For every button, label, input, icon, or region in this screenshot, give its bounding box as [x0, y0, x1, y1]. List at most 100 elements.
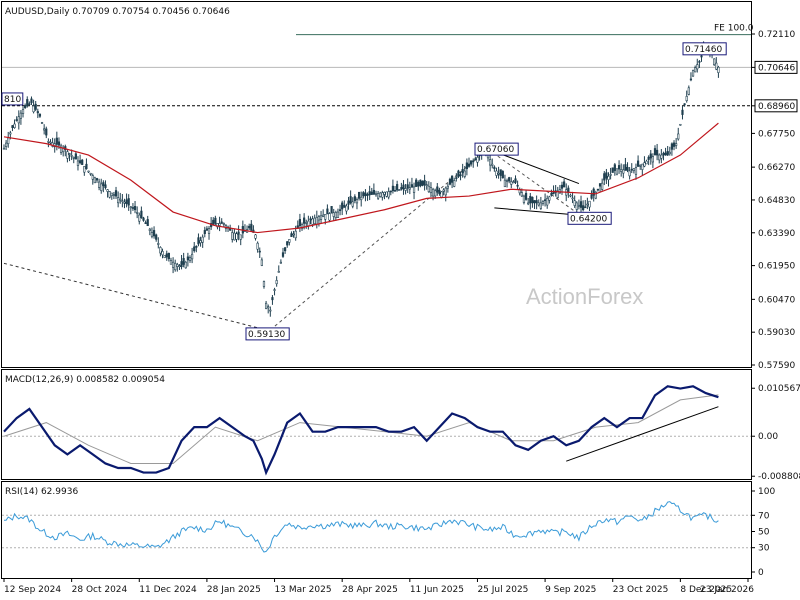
candle-body: [421, 181, 424, 186]
candle-body: [571, 197, 574, 200]
price-annotation-label: 0.71460: [685, 45, 722, 55]
rsi-y-tick-label: 70: [758, 511, 770, 521]
candle-body: [235, 233, 238, 240]
candle-body: [127, 198, 130, 206]
candle-body: [271, 297, 274, 301]
candle-body: [495, 170, 498, 176]
candle-body: [408, 187, 411, 190]
candle-body: [620, 169, 623, 172]
current-price-label: 0.70646: [758, 63, 795, 73]
candle-body: [700, 55, 703, 58]
candle-body: [59, 145, 63, 153]
candle-body: [214, 217, 217, 224]
candle-body: [696, 64, 699, 70]
candle-body: [191, 253, 194, 260]
candle-body: [645, 160, 648, 165]
candle-body: [248, 225, 251, 229]
candle-body: [66, 151, 69, 159]
fe-label: FE 100.0: [714, 24, 754, 34]
candle-body: [537, 202, 540, 206]
candle-body: [683, 103, 686, 106]
candle-body: [383, 191, 386, 195]
candle-body: [546, 198, 549, 206]
candle-body: [381, 192, 384, 198]
macd-y-tick-label: 0.010567: [758, 384, 800, 394]
candle-body: [548, 196, 551, 201]
price-annotation-box: [245, 327, 290, 341]
candle-body: [5, 142, 8, 147]
candle-body: [140, 210, 143, 219]
candle-body: [434, 190, 437, 197]
rsi-layer: [2, 501, 751, 553]
macd-signal-line: [3, 394, 719, 464]
candle-body: [398, 189, 401, 191]
candle-body: [260, 259, 263, 266]
macd-y-tick-label: 0.00: [758, 432, 778, 442]
x-tick-label: 11 Dec 2024: [139, 585, 197, 595]
x-tick-label: 23 Jan 2026: [700, 585, 754, 595]
candle-body: [136, 212, 139, 214]
candle-body: [150, 232, 154, 237]
candle-body: [582, 205, 585, 211]
candle-body: [668, 151, 671, 155]
candle-body: [218, 223, 221, 226]
price-y-tick-label: 0.57590: [758, 361, 795, 371]
candle-body: [628, 170, 631, 177]
candle-body: [237, 231, 240, 235]
candle-body: [123, 201, 126, 204]
price-panel: [1, 1, 752, 368]
candle-body: [586, 203, 589, 206]
candle-body: [13, 123, 16, 128]
candle-body: [89, 172, 92, 175]
candle-body: [267, 306, 270, 309]
candle-body: [277, 271, 280, 273]
candle-body: [72, 157, 75, 159]
candle-body: [579, 201, 583, 208]
price-y-tick-label: 0.60470: [758, 295, 795, 305]
candle-body: [556, 190, 559, 198]
candle-body: [165, 253, 168, 258]
candle-body: [239, 234, 242, 240]
candle-body: [465, 162, 468, 170]
candle-body: [273, 289, 276, 291]
candle-body: [658, 154, 661, 161]
candle-body: [17, 116, 20, 124]
candle-body: [315, 217, 318, 225]
candle-body: [121, 200, 124, 202]
x-tick-label: 28 Apr 2025: [342, 585, 398, 595]
candle-body: [2, 147, 6, 150]
candle-body: [436, 186, 439, 193]
candle-body: [609, 174, 612, 176]
candle-body: [389, 190, 392, 193]
candle-body: [55, 137, 58, 145]
candle-body: [152, 230, 156, 237]
candle-body: [222, 223, 225, 225]
candle-body: [309, 218, 312, 221]
candle-body: [40, 122, 44, 124]
price-y-tick-label: 0.61950: [758, 262, 795, 272]
candle-body: [632, 168, 635, 171]
candle-body: [349, 196, 352, 204]
price-y-tick-label: 0.64830: [758, 196, 795, 206]
candle-body: [157, 243, 160, 245]
candle-body: [290, 233, 293, 237]
candle-body: [584, 206, 587, 209]
candle-body: [641, 163, 644, 170]
candle-body: [125, 199, 128, 204]
candle-body: [550, 192, 553, 196]
candle-body: [419, 179, 422, 187]
candle-body: [26, 99, 29, 107]
candle-body: [324, 214, 327, 220]
candle-body: [193, 246, 196, 252]
candle-body: [590, 194, 593, 199]
candle-body: [338, 209, 342, 211]
candle-body: [442, 189, 445, 192]
candle-body: [288, 239, 291, 243]
candle-body: [596, 188, 600, 191]
candle-body: [520, 192, 523, 197]
price-annotation-label: 0.59130: [248, 330, 285, 340]
support-box: [754, 99, 798, 113]
candle-body: [497, 172, 500, 175]
candle-body: [677, 133, 680, 140]
